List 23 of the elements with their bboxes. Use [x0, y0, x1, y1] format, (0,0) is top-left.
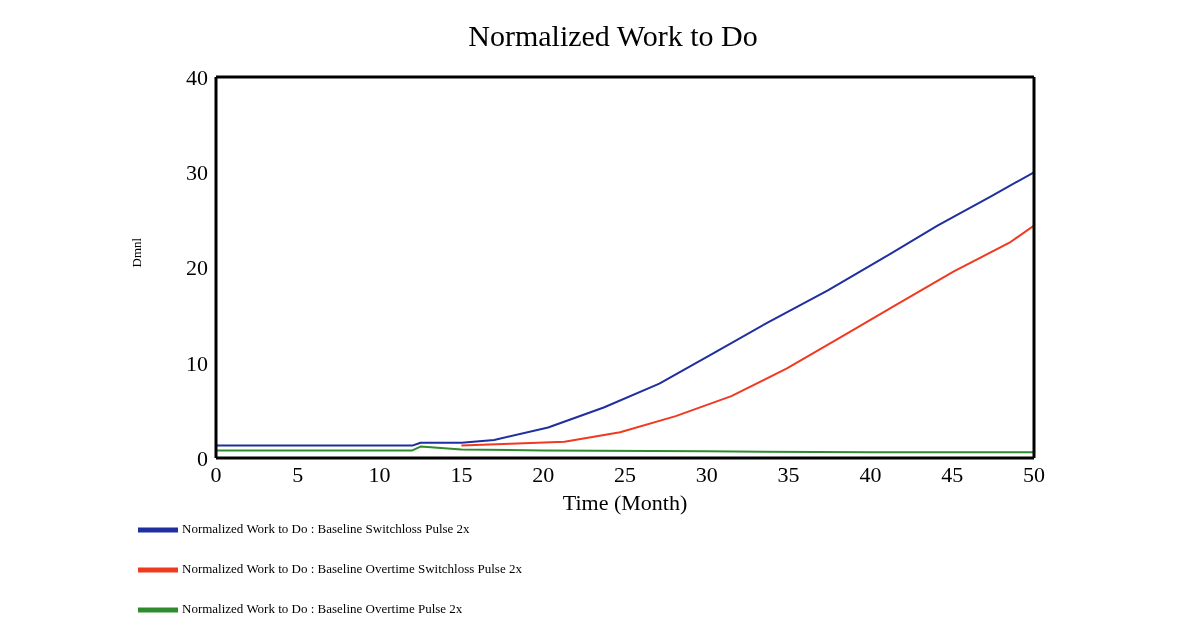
legend-label: Normalized Work to Do : Baseline Switchloss Pulse 2x — [182, 520, 470, 536]
chart-title: Normalized Work to Do — [467, 18, 759, 54]
y-tick-label: 40 — [186, 64, 208, 90]
line-series — [460, 224, 1034, 447]
x-tick-label: 5 — [292, 461, 304, 487]
x-tick-label: 25 — [614, 461, 636, 487]
y-tick-label: 20 — [186, 255, 208, 281]
line-series — [216, 171, 1034, 447]
y-axis-title: Dmnl — [128, 237, 144, 268]
x-tick-label: 50 — [1023, 461, 1045, 487]
x-tick-label: 35 — [777, 461, 800, 487]
y-tick-label: 10 — [186, 350, 208, 376]
x-axis-title: Time (Month) — [562, 490, 688, 515]
x-tick-label: 45 — [941, 461, 964, 487]
y-tick-label: 0 — [197, 445, 208, 471]
legend-label: Normalized Work to Do : Baseline Overtime Switchloss Pulse 2x — [182, 560, 522, 576]
x-tick-label: 10 — [368, 461, 391, 487]
y-tick-label: 30 — [186, 160, 208, 186]
legend-label: Normalized Work to Do : Baseline Overtime Pulse 2x — [182, 600, 463, 616]
x-tick-label: 40 — [859, 461, 882, 487]
x-tick-label: 15 — [450, 461, 473, 487]
x-tick-label: 30 — [695, 461, 718, 487]
x-tick-label: 20 — [532, 461, 555, 487]
